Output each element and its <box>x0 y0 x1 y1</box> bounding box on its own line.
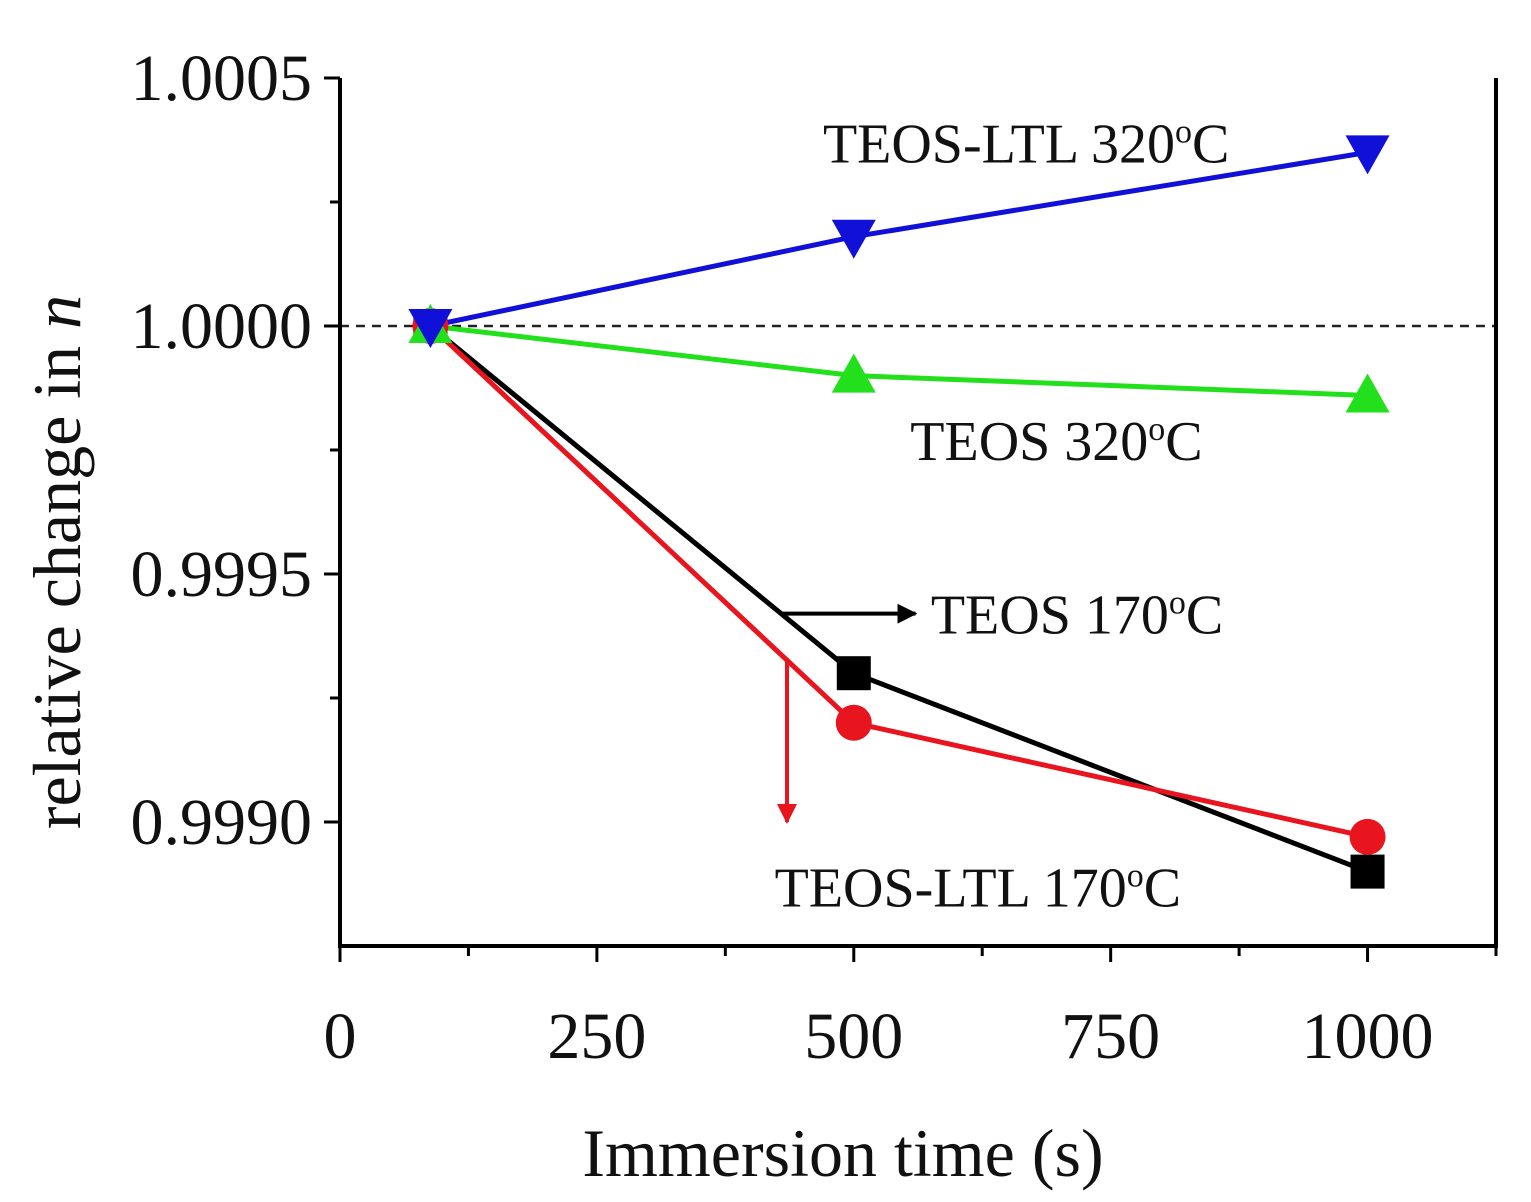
axes-layer: 0 250 500 750 1000 1.0005 1.0000 0.9995 0.9990 <box>131 42 1498 1073</box>
series-line-teos-170c <box>428 324 1369 874</box>
annotation-degree: o <box>1169 585 1186 622</box>
marker-teos-ltl-170c-2 <box>1349 818 1386 855</box>
x-tick-label: 0 <box>324 1000 357 1073</box>
y-axis-title-variable: n <box>19 295 95 329</box>
label-layer: Immersion time (s) relative change in n <box>19 295 1104 1191</box>
marker-teos-ltl-320c-1 <box>831 219 876 259</box>
annotation-main: TEOS-LTL 170 <box>775 857 1127 919</box>
annotation-unit: C <box>1165 411 1202 473</box>
annotation-degree: o <box>1175 113 1192 150</box>
annotation-degree: o <box>1148 411 1165 448</box>
annotation-teos-ltl-320c: TEOS-LTL 320oC <box>823 113 1229 175</box>
marker-teos-ltl-320c-0 <box>408 309 453 348</box>
annotation-unit: C <box>1186 585 1223 647</box>
annotation-teos-320c: TEOS 320oC <box>910 411 1202 473</box>
x-tick-label: 250 <box>547 1000 646 1073</box>
marker-teos-ltl-320c-2 <box>1345 135 1390 175</box>
annotation-teos-ltl-170c: TEOS-LTL 170oC <box>775 857 1181 919</box>
series-layer <box>408 135 1390 889</box>
marker-teos-170c-2 <box>1350 854 1385 889</box>
marker-teos-320c-1 <box>831 353 876 393</box>
marker-teos-320c-2 <box>1345 373 1390 413</box>
annotation-degree: o <box>1127 857 1144 894</box>
series-line-teos-320c <box>430 323 1368 398</box>
x-tick-label: 1000 <box>1302 1000 1434 1073</box>
x-axis-title: Immersion time (s) <box>582 1115 1103 1191</box>
y-tick-label: 1.0000 <box>131 290 313 363</box>
x-tick-label: 500 <box>804 1000 903 1073</box>
annotation-main: TEOS-LTL 320 <box>823 113 1175 175</box>
marker-teos-170c-1 <box>836 656 871 691</box>
y-axis-title-main: relative change in <box>19 329 95 829</box>
x-tick-label: 750 <box>1061 1000 1160 1073</box>
annotation-unit: C <box>1144 857 1181 919</box>
annotation-main: TEOS 320 <box>910 411 1148 473</box>
annotation-main: TEOS 170 <box>931 585 1169 647</box>
series-line-teos-ltl-170c <box>428 324 1369 840</box>
annotation-unit: C <box>1192 113 1229 175</box>
y-tick-label: 0.9990 <box>131 786 313 859</box>
y-axis-title: relative change in n <box>19 295 95 829</box>
y-tick-label: 0.9995 <box>131 538 313 611</box>
y-tick-label: 1.0005 <box>131 42 313 115</box>
series-line-teos-ltl-320c <box>429 149 1368 329</box>
marker-teos-ltl-170c-1 <box>835 704 872 741</box>
annotation-teos-170c: TEOS 170oC <box>931 585 1223 647</box>
